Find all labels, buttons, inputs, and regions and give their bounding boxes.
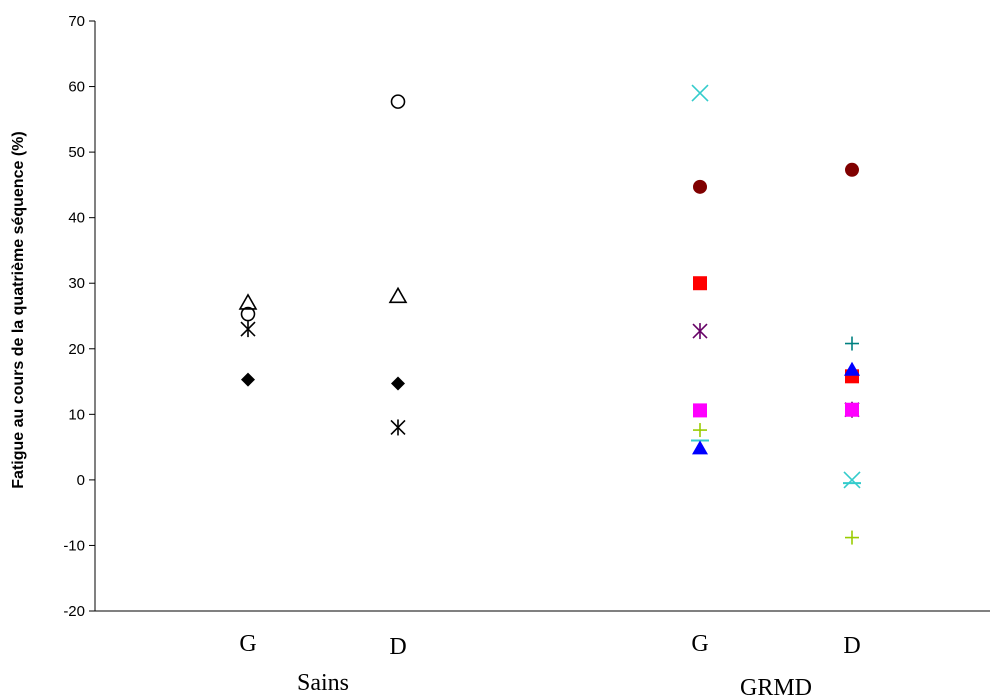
y-tick-label: 20 <box>68 341 85 358</box>
square-marker <box>845 402 859 417</box>
data-point <box>845 530 859 545</box>
circle-marker <box>390 94 406 109</box>
square-marker <box>693 276 707 291</box>
y-tick-label: 40 <box>68 210 85 227</box>
y-tick-label: 0 <box>77 472 85 489</box>
data-marks <box>238 84 861 545</box>
circle-marker <box>240 306 256 322</box>
data-point <box>238 293 258 310</box>
data-point <box>845 336 859 351</box>
data-point <box>240 306 256 322</box>
data-point <box>240 321 256 338</box>
data-point <box>845 162 859 177</box>
data-point <box>388 286 408 304</box>
data-point <box>845 402 859 417</box>
circle-marker <box>693 179 707 194</box>
data-point <box>843 471 861 489</box>
triangle-marker <box>692 440 708 455</box>
y-tick-label: 10 <box>68 406 85 423</box>
data-point <box>693 423 707 438</box>
triangle-marker <box>388 286 408 304</box>
y-tick-label: -10 <box>63 537 85 554</box>
y-tick-label: -20 <box>63 603 85 620</box>
group-label: Sains <box>297 670 349 696</box>
data-point <box>693 179 707 194</box>
y-axis-label: Fatigue au cours de la quatrième séquenc… <box>10 131 27 488</box>
data-point <box>693 403 707 418</box>
diamond-marker <box>391 376 405 391</box>
diamond-marker <box>241 372 255 387</box>
group-label: GRMD <box>740 675 812 699</box>
data-point <box>844 361 860 376</box>
data-point <box>390 94 406 109</box>
y-tick-label: 30 <box>68 275 85 292</box>
axes: -20 -10 0 10 20 30 40 50 60 70 Fatigue au cours de… <box>10 13 990 699</box>
square-marker <box>693 403 707 418</box>
category-label: D <box>389 634 406 660</box>
y-tick-label: 50 <box>68 144 85 161</box>
category-label: D <box>843 633 860 659</box>
category-label: G <box>239 631 256 657</box>
triangle-marker <box>844 361 860 376</box>
data-point <box>693 276 707 291</box>
data-point <box>691 84 709 102</box>
category-label: G <box>691 631 708 657</box>
data-point <box>692 323 708 340</box>
y-tick-label: 70 <box>68 13 85 30</box>
x-marker-stroke <box>691 84 709 102</box>
data-point <box>391 376 405 391</box>
x-marker-stroke <box>843 471 861 489</box>
data-point <box>692 440 708 455</box>
triangle-marker <box>238 293 258 310</box>
y-tick-label: 60 <box>68 79 85 96</box>
data-point <box>390 419 406 436</box>
circle-marker <box>845 162 859 177</box>
data-point <box>241 372 255 387</box>
